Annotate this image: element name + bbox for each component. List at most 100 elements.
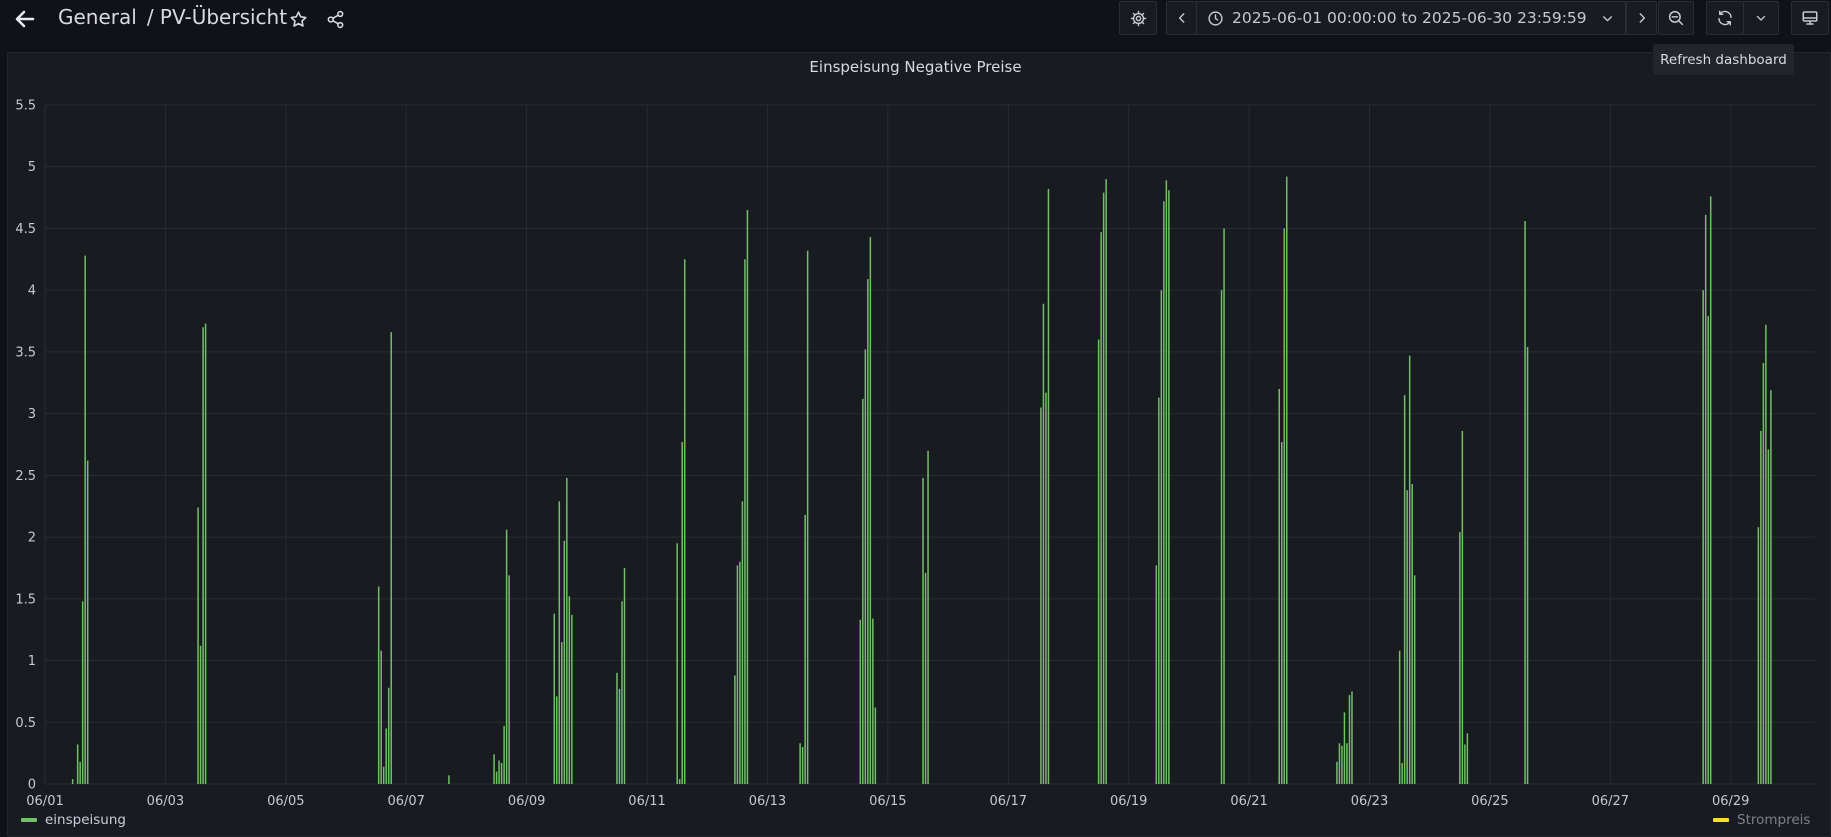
einspeisung-bar [621,601,623,784]
einspeisung-bar [202,327,204,784]
einspeisung-bar [616,672,618,784]
arrow-left-icon [15,10,35,28]
einspeisung-bar [1401,763,1403,784]
einspeisung-bar [927,450,929,784]
x-tick-label: 06/21 [1230,794,1267,809]
x-tick-label: 06/19 [1110,794,1147,809]
refresh-tooltip: Refresh dashboard [1653,44,1794,75]
einspeisung-bar [1168,190,1170,784]
time-range-picker[interactable]: 2025-06-01 00:00:00 to 2025-06-30 23:59:… [1196,1,1626,35]
einspeisung-bar [739,561,741,784]
einspeisung-bar [683,259,686,784]
x-tick-label: 06/07 [387,794,424,809]
legend-item-strompreis[interactable]: Strompreis [1713,812,1810,828]
star-button[interactable] [283,4,313,34]
y-tick-label: 1 [28,654,36,669]
einspeisung-bar [1102,192,1105,785]
einspeisung-bar [1398,650,1401,784]
panel-title[interactable]: Einspeisung Negative Preise [809,58,1022,76]
einspeisung-bar [1042,303,1045,784]
legend-swatch [21,818,37,822]
einspeisung-bar [1045,392,1047,784]
x-tick-label: 06/01 [26,794,63,809]
einspeisung-bar [387,687,390,784]
y-tick-label: 4.5 [15,222,36,237]
einspeisung-bar [448,775,450,784]
einspeisung-bar [81,601,84,784]
back-button[interactable] [10,4,40,34]
star-icon [290,10,306,27]
einspeisung-bar [1155,565,1158,784]
einspeisung-bar [553,613,556,784]
einspeisung-bar [744,259,746,784]
einspeisung-bar [736,565,739,784]
einspeisung-bar [1220,290,1223,784]
x-tick-label: 06/03 [147,794,184,809]
einspeisung-bar [1338,743,1341,784]
einspeisung-bar [862,398,864,784]
einspeisung-bar [508,575,510,784]
zoom-out-button[interactable] [1658,1,1694,35]
x-tick-label: 06/17 [990,794,1027,809]
legend-label: Strompreis [1737,812,1811,828]
einspeisung-bar [498,760,500,784]
einspeisung-bar [382,766,385,784]
y-tick-label: 0 [28,778,36,793]
x-tick-label: 06/29 [1712,794,1749,809]
einspeisung-bar [380,650,382,784]
legend-item-einspeisung[interactable]: einspeisung [21,812,126,828]
legend-label: einspeisung [45,812,126,828]
chevron-down-icon [1756,15,1766,21]
einspeisung-series [71,176,1772,785]
kiosk-mode-button[interactable] [1791,1,1829,35]
einspeisung-bar [1757,527,1760,784]
einspeisung-bar [1343,712,1346,784]
einspeisung-bar [1702,290,1704,784]
einspeisung-bar [1341,745,1343,784]
einspeisung-bar [1160,290,1163,784]
einspeisung-bar [676,543,678,784]
einspeisung-bar [1459,532,1461,784]
time-shift-forward-button[interactable] [1626,1,1657,35]
einspeisung-bar [1158,397,1160,784]
chevron-down-icon [1602,15,1612,21]
einspeisung-bar [1165,180,1168,785]
y-tick-label: 3.5 [15,345,36,360]
refresh-interval-dropdown[interactable] [1743,1,1779,35]
einspeisung-bar [495,771,498,784]
x-tick-label: 06/15 [869,794,906,809]
einspeisung-bar [1466,733,1469,784]
einspeisung-bar [867,279,869,784]
einspeisung-bar [874,707,877,784]
einspeisung-bar [799,743,801,784]
zoom-out-icon [1668,10,1684,26]
einspeisung-bar [84,255,86,784]
einspeisung-bar [505,529,508,784]
einspeisung-bar [1351,691,1353,784]
y-tick-label: 5.5 [15,99,36,114]
x-tick-label: 06/23 [1351,794,1388,809]
share-button[interactable] [320,4,350,34]
einspeisung-bar [566,477,568,784]
chevron-left-icon [1178,13,1184,23]
einspeisung-bar [1403,395,1406,784]
chart-grid [44,104,1815,785]
einspeisung-bar [377,586,380,784]
einspeisung-bar [571,614,573,784]
x-tick-label: 06/13 [749,794,786,809]
top-navbar: General / PV-Übersicht 2025-06-01 00:00:0… [0,0,1831,40]
einspeisung-bar [1709,196,1712,784]
einspeisung-bar [1765,324,1767,784]
einspeisung-bar [503,725,505,784]
breadcrumb-folder[interactable]: General [58,5,137,29]
y-tick-label: 3 [28,407,36,422]
einspeisung-bar [1408,355,1411,784]
share-icon [327,10,343,28]
einspeisung-bar [1464,744,1466,784]
einspeisung-bar [1097,339,1100,784]
dashboard-settings-button[interactable] [1119,1,1157,35]
einspeisung-bar [1770,390,1772,784]
einspeisung-bar [86,460,89,784]
einspeisung-bar [623,567,626,784]
